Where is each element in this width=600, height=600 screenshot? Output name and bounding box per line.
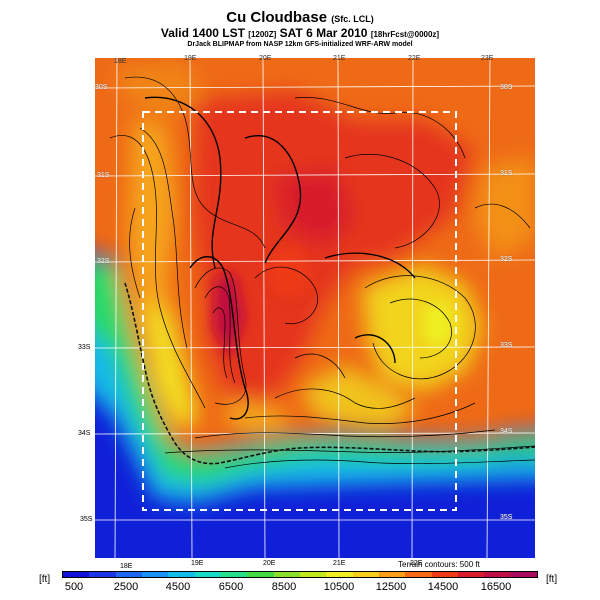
colorbar-label: 8500 <box>271 581 297 593</box>
lat-label-left-32s: 32S <box>97 258 110 265</box>
colorbar-swatch <box>115 572 142 577</box>
colorbar-swatch <box>220 572 248 577</box>
lon-label-top-21e: 21E <box>333 55 346 62</box>
colorbar-unit-left: [ft] <box>39 574 51 585</box>
colorbar-label: 2500 <box>113 581 139 593</box>
lat-label-right-34s: 34S <box>500 428 513 435</box>
lon-label-top-23e: 23E <box>481 55 494 62</box>
lat-label-left-35s: 35S <box>80 516 93 523</box>
terrain-contours-note: Terrain contours: 500 ft <box>398 560 480 569</box>
colorbar-swatch <box>247 572 274 577</box>
lon-label-bottom-19e: 19E <box>191 560 204 567</box>
colorbar-label: 6500 <box>218 581 244 593</box>
valid-time-line: Valid 1400 LST [1200Z] SAT 6 Mar 2010 [1… <box>160 26 440 40</box>
lon-label-bottom-18e: 18E <box>120 563 133 570</box>
lat-label-left-33s: 33S <box>78 344 91 351</box>
lon-label-bottom-21e: 21E <box>333 560 346 567</box>
colorbar-label: 12500 <box>375 581 407 593</box>
forecast-date: SAT 6 Mar 2010 <box>279 26 368 40</box>
colorbar-swatch <box>141 572 169 577</box>
colorbar-label: 10500 <box>323 581 355 593</box>
colorbar-label: 14500 <box>427 581 459 593</box>
colorbar-swatch <box>194 572 221 577</box>
colorbar-swatch <box>273 572 300 577</box>
colorbar-swatch <box>405 572 432 577</box>
colorbar-swatch <box>299 572 327 577</box>
lat-label-left-31s: 31S <box>97 172 110 179</box>
colorbar-unit-right: [ft] <box>546 574 558 585</box>
lat-label-right-33s: 33S <box>500 342 513 349</box>
colorbar-label: 16500 <box>480 581 512 593</box>
model-source-line: DrJack BLIPMAP from NASP 12km GFS-initia… <box>187 41 413 48</box>
colorbar-swatch <box>510 572 537 577</box>
colorbar-swatch <box>457 572 485 577</box>
lon-label-bottom-22e: 22E <box>410 560 423 567</box>
colorbar-swatch <box>431 572 458 577</box>
colorbar <box>62 571 538 578</box>
lat-label-right-31s: 31S <box>500 170 513 177</box>
colorbar-label: 4500 <box>165 581 191 593</box>
map-title: Cu Cloudbase (Sfc. LCL) <box>226 9 374 26</box>
colorbar-swatch <box>326 572 353 577</box>
lat-label-right-32s: 32S <box>500 256 513 263</box>
colorbar-swatch <box>89 572 116 577</box>
lon-label-top-19e: 19E <box>184 55 197 62</box>
cloudbase-map <box>95 58 535 558</box>
lon-label-bottom-20e: 20E <box>263 560 276 567</box>
lon-label-top-22e: 22E <box>408 55 421 62</box>
colorbar-swatch <box>168 572 195 577</box>
colorbar-swatch <box>378 572 406 577</box>
lon-label-top-20e: 20E <box>259 55 272 62</box>
valid-code: [1200Z] <box>248 30 277 39</box>
map-title-suffix: (Sfc. LCL) <box>331 14 374 24</box>
lat-label-left-30s: 30S <box>95 84 108 91</box>
colorbar-swatch <box>352 572 379 577</box>
colorbar-swatch <box>63 572 90 577</box>
lat-label-left-34s: 34S <box>78 430 91 437</box>
lat-label-right-35s: 35S <box>500 514 513 521</box>
lon-label-top-18e: 18E <box>114 58 127 65</box>
colorbar-label: 500 <box>64 581 84 593</box>
forecast-code: [18hrFcst@0000z] <box>370 30 440 39</box>
colorbar-swatch <box>484 572 511 577</box>
lat-label-right-30s: 30S <box>500 84 513 91</box>
